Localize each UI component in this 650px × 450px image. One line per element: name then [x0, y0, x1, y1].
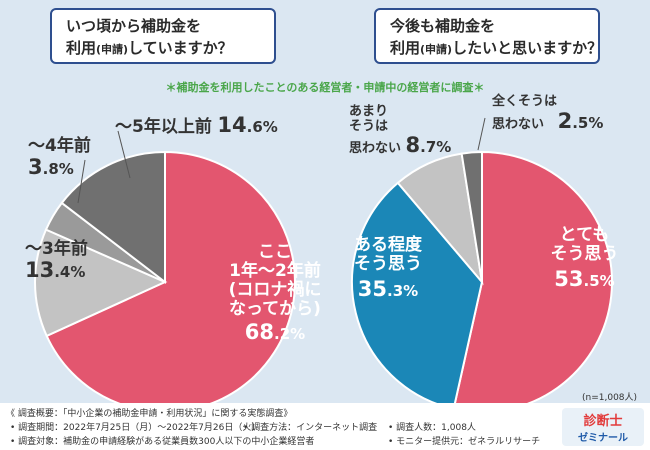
label-right-slice4: 全くそうは 思わない 2.5%: [492, 94, 604, 133]
logo: 診断士 ゼミナール: [562, 408, 644, 446]
label-left-slice3: 〜4年前 3.8%: [28, 136, 91, 180]
pie-right-slice-4: [460, 150, 483, 283]
footer-period: • 調査期間：2022年7月25日（月）〜2022年7月26日（火）: [10, 423, 261, 433]
footer-method: • 調査方法：インターネット調査: [243, 423, 378, 433]
question-right-line1: 今後も補助金を: [390, 17, 496, 35]
pie-left-slice-4: [60, 150, 166, 285]
leader-line-not-at-all: [477, 117, 486, 151]
label-right-slice1: とても そう思う 53.5%: [550, 225, 619, 292]
leader-line-4yr: [77, 159, 86, 204]
footer-count: • 調査人数：1,008人: [388, 423, 476, 433]
pie-left-slice-2: [34, 228, 168, 338]
question-right-line2: 利用(申請)したいと思いますか？: [390, 39, 603, 57]
footer: 《 調査概要：「中小企業の補助金申請・利用状況」に関する実態調査》 • 調査期間…: [0, 403, 650, 450]
question-left-line2: 利用(申請)していますか？: [66, 39, 233, 57]
label-left-slice1: ここ 1年〜2年前 (コロナ禍に なってから) 68.2%: [228, 242, 322, 345]
pie-right-slice-2: [351, 181, 484, 411]
footer-provider: • モニター提供元：ゼネラルリサーチ: [388, 437, 541, 447]
pie-chart-right: [351, 150, 613, 413]
pie-chart-left: [34, 150, 296, 413]
sample-size-note: (n=1,008人): [582, 393, 638, 403]
label-right-slice3: あまり そうは 思わない 8.7%: [349, 104, 452, 158]
footer-target: • 調査対象：補助金の申請経験がある従業員数300人以下の中小企業経営者: [10, 437, 315, 447]
pie-left-slice-1: [45, 150, 296, 413]
question-box-right: 今後も補助金を 利用(申請)したいと思いますか？: [374, 8, 603, 64]
question-box-left: いつ頃から補助金を 利用(申請)していますか？: [50, 8, 276, 64]
leader-line-5yr: [117, 130, 131, 179]
survey-note: ＊補助金を利用したことのある経営者・申請中の経営者に調査＊: [165, 81, 485, 94]
label-left-slice2: 〜3年前 13.4%: [25, 239, 88, 283]
question-left-line1: いつ頃から補助金を: [66, 17, 202, 35]
label-left-slice4: 〜5年以上前 14.6%: [115, 113, 278, 137]
label-right-slice2: ある程度 そう思う 35.3%: [354, 235, 422, 302]
footer-overview: 《 調査概要：「中小企業の補助金申請・利用状況」に関する実態調査》: [6, 409, 293, 419]
